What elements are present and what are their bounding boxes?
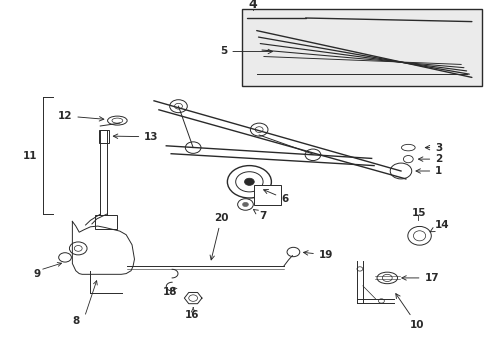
Text: 3: 3 xyxy=(425,143,442,153)
Text: 7: 7 xyxy=(253,210,266,221)
Bar xyxy=(95,215,117,229)
Bar xyxy=(242,9,481,86)
Circle shape xyxy=(244,178,254,185)
Text: 11: 11 xyxy=(23,150,38,161)
Text: 18: 18 xyxy=(163,287,177,297)
Text: 19: 19 xyxy=(303,250,332,260)
Text: 6: 6 xyxy=(263,189,288,204)
Text: 9: 9 xyxy=(33,269,40,279)
Circle shape xyxy=(242,202,248,207)
Text: 15: 15 xyxy=(411,208,426,218)
Text: 5: 5 xyxy=(220,46,272,57)
Text: 14: 14 xyxy=(429,220,449,232)
Text: 10: 10 xyxy=(395,294,424,330)
Bar xyxy=(99,130,108,143)
Text: 16: 16 xyxy=(184,310,199,320)
Bar xyxy=(254,185,281,205)
Text: 1: 1 xyxy=(415,166,442,176)
Text: 13: 13 xyxy=(113,132,159,142)
Text: 12: 12 xyxy=(58,111,103,121)
Text: 2: 2 xyxy=(418,154,442,164)
Text: 4: 4 xyxy=(248,0,257,11)
Text: 17: 17 xyxy=(401,273,438,283)
Text: 8: 8 xyxy=(72,316,79,326)
Text: 20: 20 xyxy=(210,213,228,260)
